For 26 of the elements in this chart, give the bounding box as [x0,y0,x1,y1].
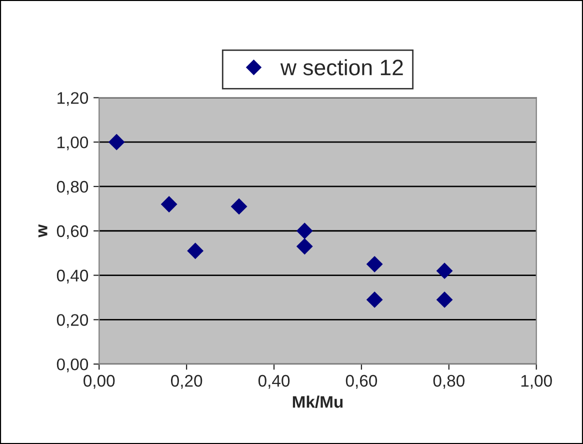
x-tick-label: 0,00 [84,374,115,389]
y-tick-label: 0,60 [56,225,88,240]
point [296,238,313,255]
x-tick-label: 0,80 [433,374,464,389]
point [160,196,178,212]
x-tick-label: 0,20 [170,374,202,389]
y-tick-label: 1,00 [58,136,88,150]
point [366,256,383,272]
y-tick-label: 0,80 [56,180,88,195]
y-tick-label: 0,00 [56,358,88,372]
y-tick-label: 0,40 [56,270,88,284]
x-tick-label: 1,00 [521,374,552,389]
x-tick-label: 0,60 [346,374,378,389]
legend-label: w section 12 [280,59,403,76]
y-tick-label: 1,20 [58,92,88,106]
point [436,262,453,280]
point [187,242,204,260]
point [436,291,453,308]
point [230,198,248,215]
x-axis-title: Mk/Mu [292,396,343,408]
x-tick-label: 0,40 [258,374,290,389]
point [366,291,383,308]
y-tick-label: 0,20 [56,314,88,328]
y-axis-title: w [38,224,48,238]
point [296,222,313,240]
point [108,134,125,150]
